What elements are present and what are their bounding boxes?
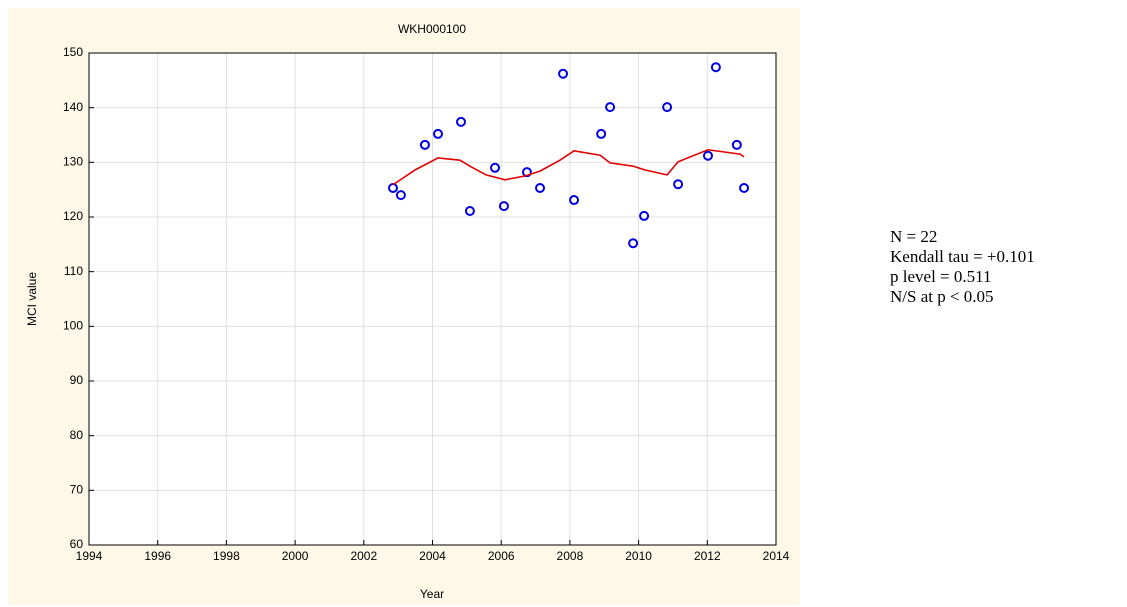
y-tick-label: 100 [63, 319, 83, 333]
point [464, 205, 475, 216]
y-tick-label: 140 [63, 100, 83, 114]
point [558, 68, 569, 79]
point [490, 162, 501, 173]
point [419, 139, 430, 150]
point [639, 210, 650, 221]
point [569, 195, 580, 206]
chart-title: WKH000100 [398, 22, 466, 36]
stat-line: N/S at p < 0.05 [890, 287, 994, 306]
x-tick-label: 1998 [213, 549, 240, 563]
point [605, 102, 616, 113]
stat-line: p level = 0.511 [890, 267, 992, 286]
y-tick-label: 130 [63, 155, 83, 169]
y-axis-label: MCI value [25, 272, 39, 326]
point [662, 102, 673, 113]
smooth-line [392, 148, 745, 186]
point [673, 179, 684, 190]
plot-border [88, 52, 777, 546]
y-tick-label: 70 [70, 483, 84, 497]
y-tick-label: 60 [70, 537, 84, 551]
x-tick-label: 2014 [763, 549, 790, 563]
x-tick-label: 2010 [625, 549, 652, 563]
point [739, 183, 750, 194]
x-tick-label: 1994 [76, 549, 103, 563]
point [432, 128, 443, 139]
x-tick-label: 2002 [350, 549, 377, 563]
x-axis-label: Year [420, 587, 444, 601]
point [456, 116, 467, 127]
y-tick-label: 120 [63, 209, 83, 223]
stat-line: N = 22 [890, 227, 937, 246]
y-tick-label: 80 [70, 428, 84, 442]
y-tick-label: 110 [64, 264, 83, 278]
x-tick-label: 2000 [282, 549, 309, 563]
point [731, 139, 742, 150]
point [521, 167, 532, 178]
point [535, 183, 546, 194]
point [702, 150, 713, 161]
stat-line: Kendall tau = +0.101 [890, 247, 1035, 266]
point [498, 201, 509, 212]
point [628, 238, 639, 249]
point [395, 190, 406, 201]
point [596, 128, 607, 139]
x-tick-label: 2012 [694, 549, 721, 563]
x-tick-label: 1996 [144, 549, 171, 563]
x-tick-label: 2004 [419, 549, 446, 563]
x-tick-label: 2006 [488, 549, 515, 563]
y-tick-label: 150 [63, 45, 83, 59]
point [710, 62, 721, 73]
x-tick-label: 2008 [557, 549, 584, 563]
y-tick-label: 90 [70, 373, 84, 387]
